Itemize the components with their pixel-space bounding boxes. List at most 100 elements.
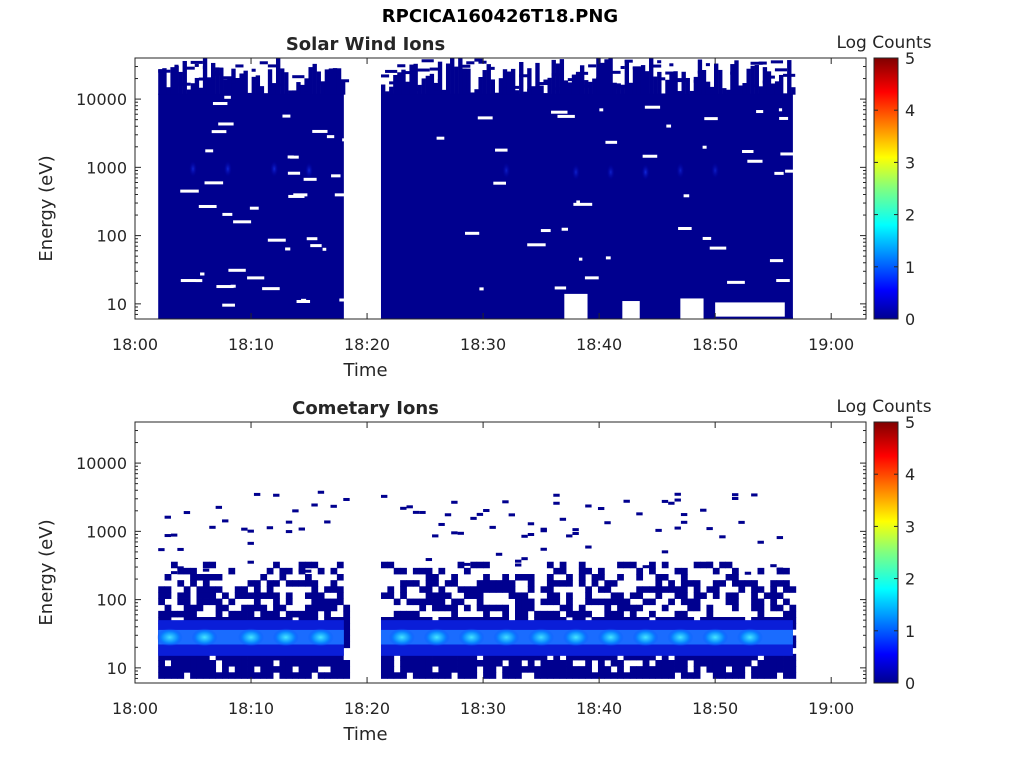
heatmap-empty-cell bbox=[573, 202, 593, 206]
heatmap-cell bbox=[751, 672, 758, 679]
heatmap-cell bbox=[222, 519, 229, 523]
heatmap-cell bbox=[758, 86, 764, 95]
heatmap-cell bbox=[222, 592, 229, 599]
heatmap-cell bbox=[534, 653, 541, 661]
heatmap-cell bbox=[380, 672, 388, 679]
heatmap-cell bbox=[336, 660, 344, 667]
heatmap-cell bbox=[273, 592, 280, 599]
heatmap-cell bbox=[770, 653, 778, 661]
heatmap-cell bbox=[624, 59, 633, 63]
heatmap-cell bbox=[490, 79, 495, 95]
heatmap-cell bbox=[451, 500, 458, 504]
heatmap-cell bbox=[668, 666, 675, 673]
heatmap-cell bbox=[457, 586, 465, 593]
y-tick-label: 100 bbox=[96, 227, 127, 246]
heatmap-cell bbox=[502, 653, 510, 661]
heatmap-cell bbox=[725, 574, 733, 581]
heatmap-empty-cell bbox=[287, 155, 294, 159]
heatmap-cell bbox=[463, 653, 471, 661]
heatmap-cell bbox=[617, 592, 624, 599]
heatmap-cell bbox=[177, 598, 185, 606]
heatmap-cell bbox=[387, 660, 395, 667]
heatmap-cell bbox=[311, 561, 319, 569]
heatmap-cell bbox=[553, 660, 561, 667]
heatmap-empty-cell bbox=[180, 279, 197, 283]
heatmap-cell bbox=[433, 87, 438, 91]
heatmap-cell bbox=[317, 672, 325, 679]
heatmap-empty-cell bbox=[331, 174, 341, 178]
y-tick-label: 10 bbox=[107, 295, 127, 314]
heatmap-cell bbox=[247, 592, 255, 599]
heatmap-cell bbox=[508, 592, 516, 599]
heatmap-cell bbox=[432, 574, 439, 581]
heatmap-cell bbox=[162, 68, 167, 95]
heatmap-cell bbox=[738, 85, 743, 95]
heatmap-cell bbox=[612, 82, 617, 95]
x-tick-label: 18:30 bbox=[460, 335, 506, 354]
heatmap-empty-cell bbox=[584, 276, 599, 280]
heatmap-cell bbox=[279, 660, 287, 667]
heatmap-cell bbox=[177, 660, 185, 667]
heatmap-cell bbox=[209, 598, 217, 606]
heatmap-cell bbox=[750, 61, 763, 65]
heatmap-cell bbox=[437, 61, 443, 95]
heatmap-cell bbox=[285, 580, 293, 587]
heatmap-cell bbox=[604, 59, 609, 95]
heatmap-cell bbox=[292, 580, 300, 587]
heatmap-cell bbox=[412, 510, 420, 514]
heatmap-cell bbox=[624, 59, 630, 95]
heatmap-empty-cell bbox=[622, 301, 640, 319]
heatmap-cell bbox=[783, 598, 790, 606]
heatmap-cell bbox=[304, 653, 312, 661]
heatmap-cell bbox=[585, 653, 592, 661]
heatmap-cell bbox=[726, 89, 731, 95]
heatmap-cell bbox=[330, 653, 338, 661]
heatmap-cell bbox=[432, 598, 439, 606]
heatmap-cell bbox=[689, 90, 694, 95]
heatmap-cell bbox=[515, 559, 522, 563]
heatmap-cell bbox=[661, 574, 669, 581]
heatmap-cell bbox=[783, 672, 790, 679]
heatmap-cell bbox=[661, 666, 669, 673]
heatmap-cell bbox=[343, 623, 351, 630]
heatmap-cell bbox=[604, 604, 612, 612]
heatmap-cell bbox=[655, 580, 663, 587]
heatmap-cell bbox=[693, 653, 701, 661]
heatmap-cell bbox=[540, 586, 548, 593]
heatmap-cell bbox=[304, 574, 312, 581]
heatmap-cell bbox=[610, 598, 618, 606]
heatmap-cell bbox=[292, 660, 300, 667]
heatmap-cell bbox=[776, 666, 784, 673]
heatmap-cell bbox=[757, 672, 765, 679]
heatmap-cell bbox=[393, 74, 398, 95]
heatmap-cell bbox=[170, 653, 178, 661]
heatmap-cell bbox=[209, 672, 217, 679]
heatmap-cell bbox=[776, 653, 784, 661]
heatmap-cell bbox=[170, 533, 178, 537]
heatmap-cell bbox=[406, 666, 414, 673]
heatmap-cell bbox=[241, 604, 248, 612]
heatmap-cell bbox=[649, 666, 656, 673]
heatmap-cell bbox=[253, 580, 261, 587]
heatmap-cell bbox=[247, 604, 255, 612]
heatmap-cell bbox=[610, 672, 618, 679]
heatmap-cell bbox=[770, 564, 777, 568]
heatmap-cell bbox=[298, 527, 305, 531]
heatmap-cell bbox=[758, 61, 767, 65]
heatmap-cell bbox=[330, 580, 338, 587]
heatmap-cell bbox=[661, 653, 669, 661]
heatmap-cell bbox=[629, 672, 637, 679]
heatmap-cell bbox=[600, 62, 605, 95]
heatmap-cell bbox=[718, 69, 723, 95]
heatmap-empty-cell bbox=[779, 116, 789, 120]
heatmap-cell bbox=[234, 672, 242, 679]
heatmap-cell bbox=[629, 666, 637, 673]
heatmap-cell bbox=[412, 660, 420, 667]
heatmap-cell bbox=[502, 574, 510, 581]
heatmap-cell bbox=[380, 666, 388, 673]
heatmap-cell bbox=[547, 86, 552, 90]
heatmap-cell bbox=[267, 64, 281, 68]
heatmap-cell bbox=[719, 653, 727, 661]
heatmap-cell bbox=[462, 68, 467, 95]
